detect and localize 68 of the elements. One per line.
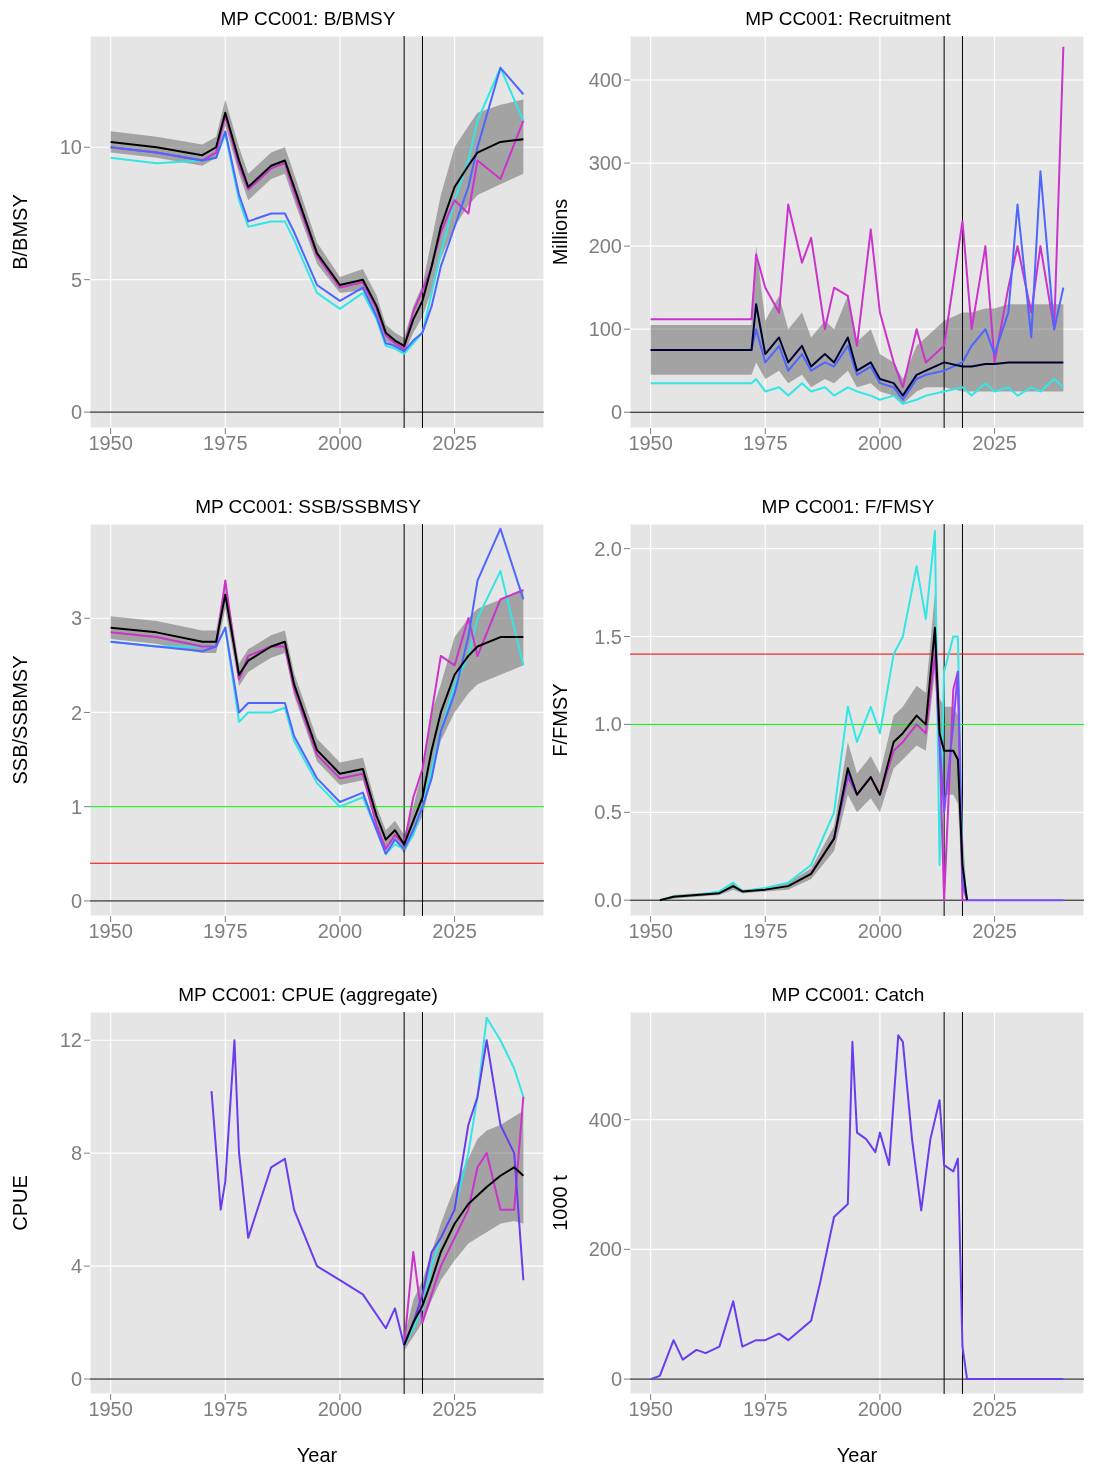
x-tick-label: 2025 (972, 432, 1017, 455)
x-tick-label: 1975 (203, 432, 248, 455)
x-tick-label: 2025 (432, 920, 477, 943)
chart-title: MP CC001: CPUE (aggregate) (177, 984, 439, 1007)
x-tick-label: 1975 (743, 920, 788, 943)
y-tick-label: 10 (59, 136, 82, 159)
x-tick-label: 2000 (317, 1398, 363, 1421)
y-tick-label: 0 (610, 401, 622, 424)
x-tick-label: 1950 (88, 432, 133, 455)
x-tick-label: 2025 (432, 1398, 477, 1421)
y-tick-label: 4 (70, 1255, 82, 1278)
x-tick-label: 1975 (743, 432, 788, 455)
chart-title: MP CC001: F/FMSY (760, 496, 936, 519)
y-tick-label: 0 (70, 890, 82, 913)
y-tick-label: 5 (70, 268, 82, 291)
y-axis-title: SSB/SSBMSY (9, 655, 32, 785)
y-tick-label: 200 (588, 235, 622, 258)
y-tick-label: 2.0 (594, 537, 622, 560)
y-axis-title: 1000 t (549, 1174, 572, 1231)
x-axis-title: Year (296, 1444, 338, 1466)
chart-title: MP CC001: B/BMSY (219, 8, 397, 31)
x-tick-label: 2025 (432, 432, 477, 455)
y-axis-title: F/FMSY (549, 683, 572, 757)
y-tick-label: 100 (588, 318, 622, 341)
line-series (649, 45, 1065, 389)
y-tick-label: 400 (588, 1108, 622, 1131)
chart-title: MP CC001: Recruitment (744, 8, 952, 31)
line-series (210, 1039, 525, 1347)
x-axis-title: Year (836, 1444, 878, 1466)
y-tick-label: 3 (70, 607, 82, 630)
line-series (649, 303, 1065, 397)
y-axis-title: CPUE (9, 1175, 32, 1231)
x-tick-label: 2000 (857, 1398, 903, 1421)
x-tick-label: 2000 (317, 920, 363, 943)
x-tick-label: 2000 (857, 432, 903, 455)
y-tick-label: 0 (70, 401, 82, 424)
y-tick-label: 0 (610, 1368, 622, 1391)
line-series (649, 378, 1065, 405)
x-tick-label: 2000 (857, 920, 903, 943)
y-tick-label: 0 (70, 1368, 82, 1391)
x-tick-label: 1950 (628, 1398, 673, 1421)
y-tick-label: 300 (588, 152, 622, 175)
x-tick-label: 1975 (743, 1398, 788, 1421)
y-tick-label: 1 (70, 795, 82, 818)
x-tick-label: 1975 (203, 1398, 248, 1421)
y-tick-label: 1.5 (594, 625, 622, 648)
x-tick-label: 1950 (628, 920, 673, 943)
y-axis-title: Millions (549, 198, 572, 266)
y-tick-label: 2 (70, 701, 82, 724)
chart-title: MP CC001: Catch (770, 984, 926, 1007)
line-series (403, 1016, 525, 1347)
y-tick-label: 400 (588, 69, 622, 92)
y-tick-label: 0.5 (594, 801, 622, 824)
y-axis-title: B/BMSY (9, 194, 32, 270)
x-tick-label: 1975 (203, 920, 248, 943)
x-tick-label: 1950 (628, 432, 673, 455)
x-tick-label: 1950 (88, 1398, 133, 1421)
y-tick-label: 8 (70, 1142, 82, 1165)
y-tick-label: 12 (59, 1029, 82, 1052)
x-tick-label: 2025 (972, 920, 1017, 943)
y-tick-label: 200 (588, 1238, 622, 1261)
x-tick-label: 2000 (317, 432, 363, 455)
chart-title: MP CC001: SSB/SSBMSY (194, 496, 422, 519)
x-tick-label: 2025 (972, 1398, 1017, 1421)
x-tick-label: 1950 (88, 920, 133, 943)
y-tick-label: 0.0 (594, 889, 622, 912)
y-tick-label: 1.0 (594, 713, 622, 736)
line-series (649, 1034, 1065, 1381)
